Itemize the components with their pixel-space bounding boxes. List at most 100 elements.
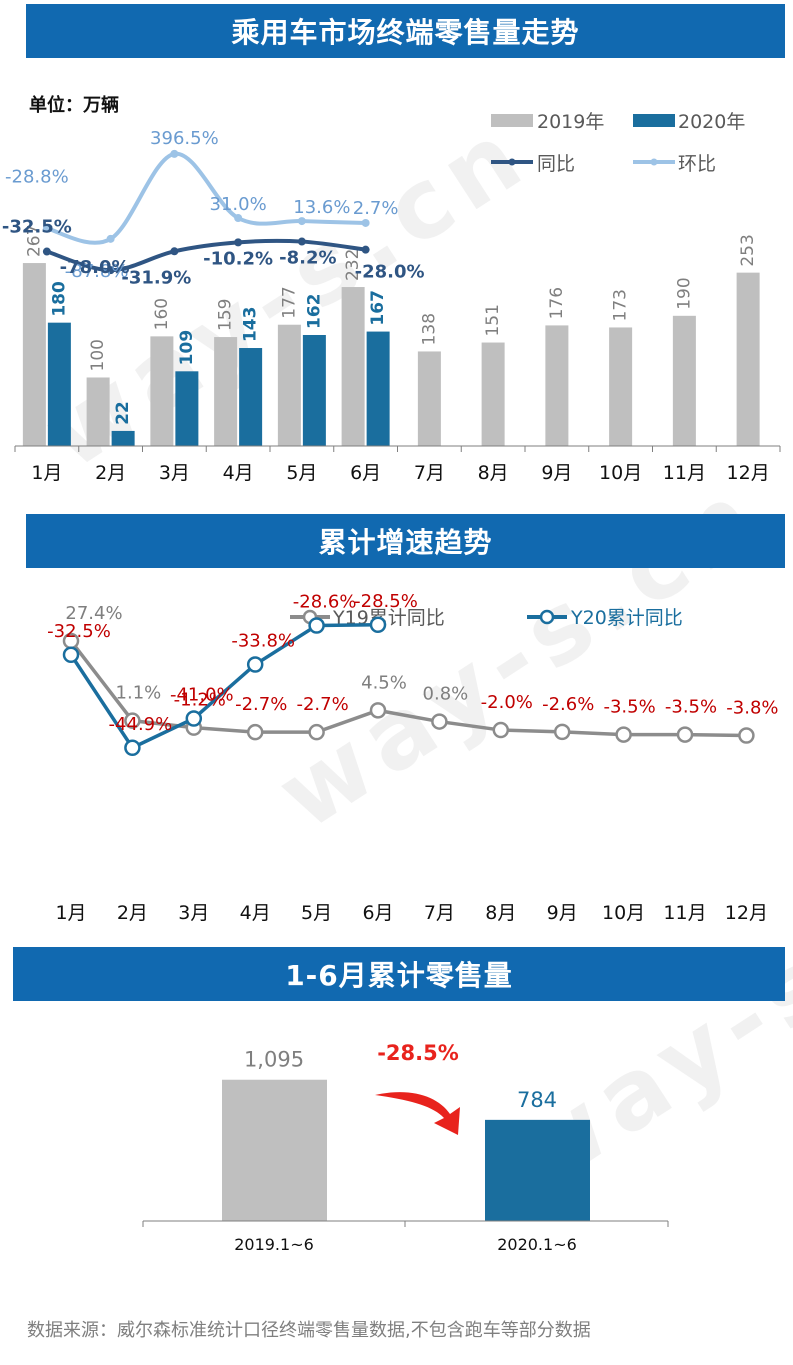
x-tick-label: 5月 — [301, 902, 332, 924]
mom-marker — [297, 217, 306, 226]
legend-mom-label: 环比 — [678, 153, 716, 175]
bar-2019-label: 253 — [738, 234, 758, 266]
bar-2019-label: 151 — [483, 304, 503, 336]
y19-label: 1.1% — [116, 683, 162, 704]
x-tick-label: 4月 — [240, 902, 271, 924]
y19-label: -1.2% — [174, 690, 226, 711]
y19-marker — [553, 723, 571, 741]
bar-2019-label: 177 — [279, 286, 299, 318]
y19-label: -2.7% — [235, 694, 287, 715]
x-tick-label: 9月 — [547, 902, 578, 924]
x-tick-label: 7月 — [414, 462, 445, 484]
bar-2019-label: 190 — [674, 277, 694, 309]
y19-marker — [676, 726, 694, 743]
bar-2020-label: 143 — [241, 307, 261, 343]
bar-2019-label: 100 — [88, 339, 108, 371]
legend-yoy-label: 同比 — [537, 153, 575, 175]
bar-2019 — [609, 327, 633, 446]
yoy-marker — [297, 237, 306, 246]
bar-2019 — [545, 325, 569, 446]
x-tick-label: 3月 — [178, 902, 209, 924]
y19-label: -2.0% — [481, 692, 533, 713]
y20-label: -41.0% — [170, 685, 234, 706]
unit-label: 单位：万辆 — [29, 94, 119, 116]
legend-yoy-marker — [508, 158, 516, 166]
bar-2019-label: 159 — [216, 299, 236, 331]
y19-line — [69, 639, 747, 738]
x-tick-label: 2020.1~6 — [497, 1235, 577, 1254]
x-tick-label: 11月 — [663, 462, 706, 484]
mom-marker — [170, 149, 179, 158]
x-tick-label: 4月 — [223, 462, 254, 484]
total-bar — [222, 1079, 327, 1221]
chart1-title: 乘用车市场终端零售量走势 — [26, 4, 785, 58]
legend-2020-swatch — [633, 114, 675, 127]
bar-2020 — [175, 371, 199, 446]
bar-2019 — [86, 377, 110, 446]
y19-marker — [246, 723, 264, 741]
y20-label: -32.5% — [47, 621, 111, 642]
bar-2019 — [150, 336, 174, 446]
yoy-label: -8.2% — [279, 248, 336, 269]
x-tick-label: 10月 — [602, 902, 645, 924]
bar-2020-label: 162 — [304, 293, 324, 329]
bar-2019-label: 267 — [24, 225, 44, 257]
total-bar-label: 784 — [517, 1088, 557, 1112]
y19-label: -3.8% — [726, 698, 778, 719]
x-tick-label: 1月 — [55, 902, 86, 924]
y19-label: 27.4% — [65, 603, 122, 624]
mom-label: 31.0% — [210, 194, 267, 215]
legend-mom-marker — [650, 158, 658, 166]
legend-y20-marker — [539, 609, 555, 625]
y20-marker — [308, 617, 325, 634]
bar-2019-label: 232 — [343, 249, 363, 281]
bar-2020-label: 109 — [177, 330, 197, 366]
mom-label: -28.8% — [5, 167, 69, 188]
yoy-marker — [170, 247, 179, 256]
y19-marker — [369, 702, 387, 719]
yoy-label: -31.9% — [121, 267, 191, 288]
y20-label: -44.9% — [109, 714, 173, 735]
bar-2019-label: 138 — [419, 313, 439, 345]
x-tick-label: 2019.1~6 — [234, 1235, 314, 1254]
decline-label: -28.5% — [377, 1041, 459, 1065]
x-tick-label: 10月 — [599, 462, 642, 484]
y20-marker — [246, 656, 264, 673]
y19-marker — [124, 712, 141, 729]
bar-2019 — [417, 351, 441, 446]
bar-2020-label: 167 — [368, 290, 388, 326]
y20-label: -28.5% — [354, 591, 418, 612]
x-tick-label: 6月 — [350, 462, 381, 484]
x-tick-label: 8月 — [478, 462, 509, 484]
y20-marker — [185, 710, 203, 727]
x-tick-label: 11月 — [663, 902, 706, 924]
yoy-label: -78.0% — [60, 257, 130, 278]
x-tick-label: 2月 — [95, 462, 126, 484]
yoy-marker — [361, 245, 370, 254]
x-tick-label: 3月 — [159, 462, 190, 484]
bar-2020-label: 180 — [49, 281, 69, 317]
yoy-line — [46, 238, 366, 273]
decline-arrow — [375, 1092, 460, 1135]
y19-label: 4.5% — [361, 672, 407, 693]
mom-marker — [361, 218, 370, 227]
mom-label: 396.5% — [150, 128, 219, 149]
mom-marker — [42, 224, 51, 233]
x-tick-label: 8月 — [485, 902, 516, 924]
y20-marker — [369, 616, 387, 633]
bar-2019 — [672, 315, 696, 446]
data-source-note: 数据来源：威尔森标准统计口径终端零售量数据,不包含跑车等部分数据 — [27, 1320, 591, 1341]
y19-label: -2.7% — [296, 694, 348, 715]
y19-marker — [308, 723, 325, 741]
bar-2019 — [736, 272, 760, 446]
y20-label: -33.8% — [231, 631, 295, 652]
x-tick-label: 1月 — [31, 462, 62, 484]
y19-label: -3.5% — [603, 697, 655, 718]
y20-marker — [124, 739, 141, 756]
y20-line — [69, 623, 379, 750]
y19-marker — [615, 726, 632, 743]
yoy-marker — [42, 247, 51, 256]
x-tick-label: 9月 — [541, 462, 572, 484]
